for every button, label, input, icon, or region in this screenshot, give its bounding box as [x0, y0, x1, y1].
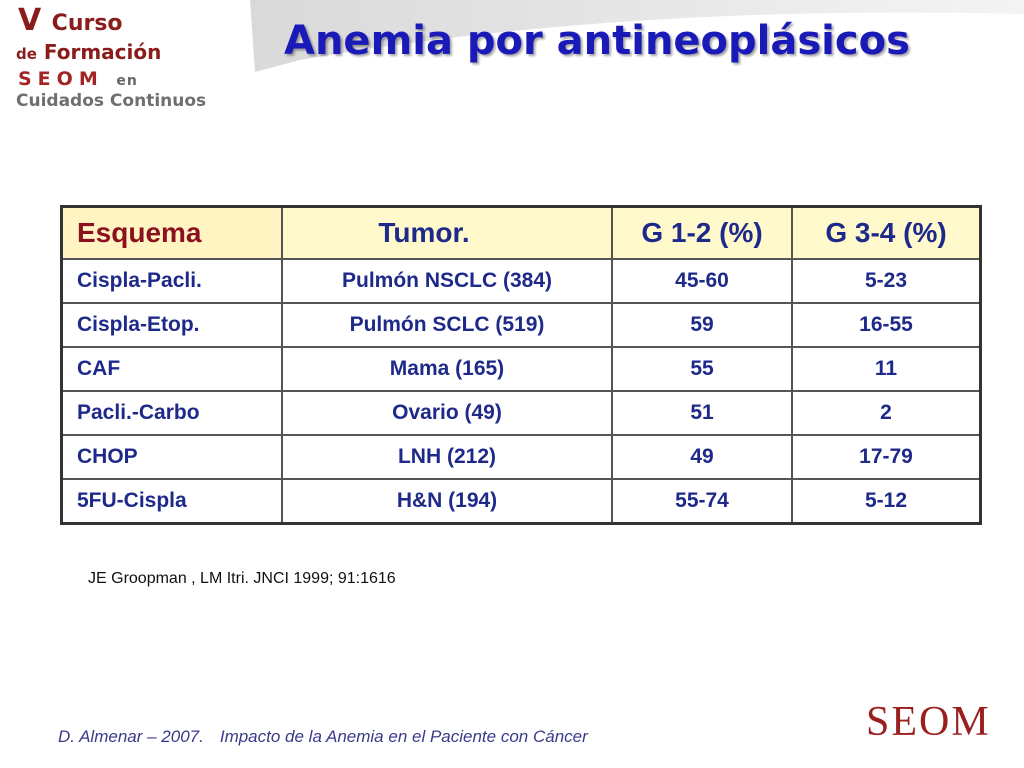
logo-curso: Curso [52, 11, 123, 36]
logo-roman-numeral: V [18, 3, 41, 38]
cell-esquema: Pacli.-Carbo [62, 391, 283, 435]
seom-logo: SEOM [866, 698, 991, 746]
logo-en: en [116, 73, 137, 89]
cell-g12: 45-60 [612, 259, 792, 303]
table-row: CHOP LNH (212) 49 17-79 [62, 435, 981, 479]
cell-tumor: Mama (165) [282, 347, 612, 391]
table-row: CAF Mama (165) 55 11 [62, 347, 981, 391]
table-row: 5FU-Cispla H&N (194) 55-74 5-12 [62, 479, 981, 524]
logo-line-3: SEOM en [18, 70, 138, 89]
footer-subtitle: Impacto de la Anemia en el Paciente con … [220, 727, 588, 746]
cell-g12: 51 [612, 391, 792, 435]
cell-g34: 2 [792, 391, 981, 435]
logo-de: de [16, 45, 37, 63]
cell-tumor: Pulmón SCLC (519) [282, 303, 612, 347]
slide-footer: D. Almenar – 2007. Impacto de la Anemia e… [58, 727, 588, 747]
cell-tumor: LNH (212) [282, 435, 612, 479]
cell-g34: 16-55 [792, 303, 981, 347]
logo-cuidados-continuos: Cuidados Continuos [16, 93, 206, 110]
table-header-row: Esquema Tumor. G 1-2 (%) G 3-4 (%) [62, 207, 981, 260]
anemia-table: Esquema Tumor. G 1-2 (%) G 3-4 (%) Cispl… [60, 205, 982, 525]
logo-formacion: Formación [44, 40, 161, 64]
citation: JE Groopman , LM Itri. JNCI 1999; 91:161… [88, 570, 396, 588]
slide-title: Anemia por antineoplásicos [284, 18, 910, 64]
header-g34: G 3-4 (%) [792, 207, 981, 260]
table-row: Pacli.-Carbo Ovario (49) 51 2 [62, 391, 981, 435]
header-tumor: Tumor. [282, 207, 612, 260]
cell-g34: 17-79 [792, 435, 981, 479]
table-row: Cispla-Pacli. Pulmón NSCLC (384) 45-60 5… [62, 259, 981, 303]
cell-esquema: Cispla-Etop. [62, 303, 283, 347]
cell-esquema: Cispla-Pacli. [62, 259, 283, 303]
cell-g34: 11 [792, 347, 981, 391]
cell-esquema: 5FU-Cispla [62, 479, 283, 524]
cell-g12: 55 [612, 347, 792, 391]
cell-g12: 55-74 [612, 479, 792, 524]
logo-line-2: de Formación [16, 42, 161, 62]
header-g12: G 1-2 (%) [612, 207, 792, 260]
cell-esquema: CHOP [62, 435, 283, 479]
cell-g34: 5-23 [792, 259, 981, 303]
course-logo: V Curso de Formación SEOM en Cuidados Co… [14, 4, 274, 108]
cell-tumor: Ovario (49) [282, 391, 612, 435]
cell-tumor: Pulmón NSCLC (384) [282, 259, 612, 303]
table-row: Cispla-Etop. Pulmón SCLC (519) 59 16-55 [62, 303, 981, 347]
footer-author: D. Almenar – 2007. [58, 727, 204, 746]
logo-line-1: V Curso [18, 6, 123, 36]
cell-g34: 5-12 [792, 479, 981, 524]
cell-g12: 49 [612, 435, 792, 479]
logo-seom: SEOM [18, 68, 104, 90]
cell-esquema: CAF [62, 347, 283, 391]
cell-tumor: H&N (194) [282, 479, 612, 524]
cell-g12: 59 [612, 303, 792, 347]
header-esquema: Esquema [62, 207, 283, 260]
